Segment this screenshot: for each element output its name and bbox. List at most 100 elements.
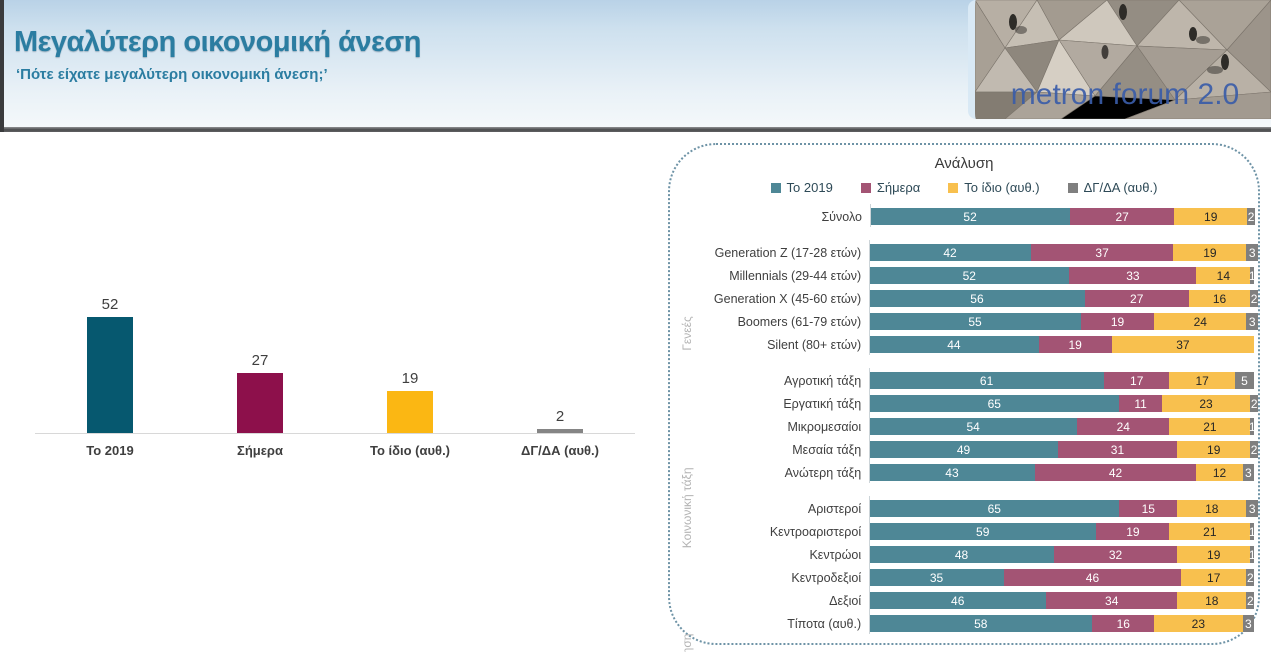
legend-label: Το ίδιο (αυθ.) — [964, 180, 1040, 195]
bar-column: 27 — [185, 352, 335, 433]
segment-to-idio: 16 — [1188, 290, 1251, 307]
row-label: Μεσαία τάξη — [792, 442, 862, 457]
legend-label: ΔΓ/ΔΑ (αυθ.) — [1083, 180, 1158, 195]
segment-to-idio: 17 — [1181, 569, 1247, 586]
segment-simera: 46 — [1003, 569, 1181, 586]
header-divider — [0, 127, 1271, 132]
row-label: Boomers (61-79 ετών) — [737, 314, 862, 329]
stacked-bar-row: Generation X (45-60 ετών) 56 27 16 2 — [703, 290, 1258, 307]
segment-dg-da: 3 — [1246, 500, 1258, 517]
group-label: Πολιτική αυτοτοποθέτηση — [680, 634, 694, 652]
bar-chart-plot: 52 27 19 2 — [35, 283, 635, 433]
segment-dg-da: 5 — [1234, 372, 1255, 389]
row-label: Silent (80+ ετών) — [767, 337, 862, 352]
bar-value-label: 2 — [555, 407, 565, 425]
metron-forum-logo: metron forum 2.0 — [968, 0, 1271, 119]
legend-item: ΔΓ/ΔΑ (αυθ.) — [1067, 180, 1158, 195]
row-label: Generation X (45-60 ετών) — [713, 291, 862, 306]
group-label-column: Γενεές — [678, 244, 703, 353]
legend-swatch — [1067, 182, 1078, 193]
segment-simera: 27 — [1084, 290, 1189, 307]
row-label: Millennials (29-44 ετών) — [729, 268, 862, 283]
row-label: Εργατική τάξη — [783, 396, 862, 411]
bar-value-label: 19 — [401, 369, 419, 387]
stacked-bar-row: Κεντροαριστεροί 59 19 21 1 — [703, 523, 1258, 540]
stacked-bar-row: Τίποτα (αυθ.) 58 16 23 3 — [703, 615, 1258, 632]
segment-to-2019: 65 — [869, 500, 1120, 517]
stacked-bar-row: Boomers (61-79 ετών) 55 19 24 3 — [703, 313, 1258, 330]
segment-dg-da: 3 — [1246, 313, 1258, 330]
row-label: Ανώτερη τάξη — [784, 465, 862, 480]
bar — [237, 372, 283, 433]
row-label: Generation Z (17-28 ετών) — [714, 245, 862, 260]
segment-to-2019: 35 — [869, 569, 1004, 586]
segment-to-idio: 18 — [1177, 500, 1247, 517]
logo-text: metron forum 2.0 — [1011, 78, 1239, 111]
segment-to-idio: 14 — [1196, 267, 1251, 284]
row-label: Αγροτική τάξη — [783, 373, 862, 388]
segment-to-idio: 23 — [1154, 615, 1243, 632]
group-label: Γενεές — [680, 315, 694, 351]
stacked-bar-row: Silent (80+ ετών) 44 19 37 — [703, 336, 1258, 353]
segment-to-idio: 24 — [1154, 313, 1247, 330]
row-bars: 46 34 18 2 — [869, 592, 1255, 609]
row-bars: 49 31 19 2 — [869, 441, 1258, 458]
segment-to-idio: 23 — [1161, 395, 1251, 412]
stacked-bar-groups: Σύνολο 52 27 19 2 Γενεές Generation Z (17-28 ε… — [670, 204, 1258, 652]
bar-category-label: Το ίδιο (αυθ.) — [369, 443, 451, 458]
segment-dg-da: 1 — [1248, 418, 1256, 435]
stacked-bar-row: Μικρομεσαίοι 54 24 21 1 — [703, 418, 1258, 435]
logo-photo-mosaic: metron forum 2.0 — [975, 0, 1271, 119]
segment-dg-da: 2 — [1250, 395, 1258, 412]
left-edge-strip — [0, 0, 4, 132]
bar — [387, 390, 433, 433]
segment-to-idio: 21 — [1169, 523, 1251, 540]
group-label-column — [678, 208, 704, 225]
bar — [87, 317, 133, 433]
legend-swatch — [860, 182, 871, 193]
segment-to-2019: 48 — [869, 546, 1054, 563]
segment-dg-da: 3 — [1242, 615, 1255, 632]
segment-to-2019: 52 — [870, 208, 1071, 225]
segment-to-2019: 52 — [869, 267, 1070, 284]
bar-category-label: Σήμερα — [237, 443, 283, 458]
row-bars: 58 16 23 3 — [869, 615, 1255, 632]
row-bars: 48 32 19 1 — [869, 546, 1256, 563]
segment-to-idio: 37 — [1111, 336, 1255, 353]
row-label: Κεντροαριστεροί — [769, 524, 862, 539]
analysis-panel-title: Ανάλυση — [934, 155, 994, 172]
row-bars: 54 24 21 1 — [869, 418, 1256, 435]
page-subtitle: ‘Πότε είχατε μεγαλύτερη οικονομική άνεση… — [16, 66, 328, 83]
segment-to-2019: 65 — [869, 395, 1120, 412]
legend-item: Το ίδιο (αυθ.) — [948, 180, 1040, 195]
bar-chart-baseline — [35, 433, 635, 434]
group-rows: Σύνολο 52 27 19 2 — [704, 204, 1258, 227]
row-bars: 65 15 18 3 — [869, 500, 1258, 517]
row-bars: 43 42 12 3 — [869, 464, 1255, 481]
segment-to-2019: 54 — [869, 418, 1078, 435]
row-bars: 44 19 37 — [869, 336, 1255, 353]
segment-to-2019: 46 — [869, 592, 1047, 609]
segment-dg-da: 2 — [1247, 208, 1255, 225]
row-label: Τίποτα (αυθ.) — [787, 616, 862, 631]
group-label-column: Πολιτική αυτοτοποθέτηση — [678, 500, 703, 652]
segment-simera: 34 — [1046, 592, 1178, 609]
segment-to-2019: 59 — [869, 523, 1097, 540]
stacked-bar-row: Generation Z (17-28 ετών) 42 37 19 3 — [703, 244, 1258, 261]
bar-category-label: Το 2019 — [86, 443, 134, 458]
segment-dg-da: 2 — [1250, 290, 1258, 307]
legend-swatch — [948, 182, 959, 193]
segment-to-idio: 19 — [1177, 441, 1251, 458]
row-bars: 59 19 21 1 — [869, 523, 1256, 540]
segment-to-2019: 56 — [869, 290, 1085, 307]
group-label-column: Κοινωνική τάξη — [678, 372, 703, 548]
segment-to-2019: 55 — [869, 313, 1081, 330]
segment-to-idio: 19 — [1177, 546, 1251, 563]
legend-label: Σήμερα — [876, 180, 921, 195]
stacked-bar-row: Αγροτική τάξη 61 17 17 5 — [703, 372, 1258, 389]
segment-to-idio: 19 — [1173, 244, 1247, 261]
segment-simera: 27 — [1070, 208, 1175, 225]
segment-simera: 31 — [1057, 441, 1178, 458]
segment-simera: 19 — [1038, 336, 1112, 353]
